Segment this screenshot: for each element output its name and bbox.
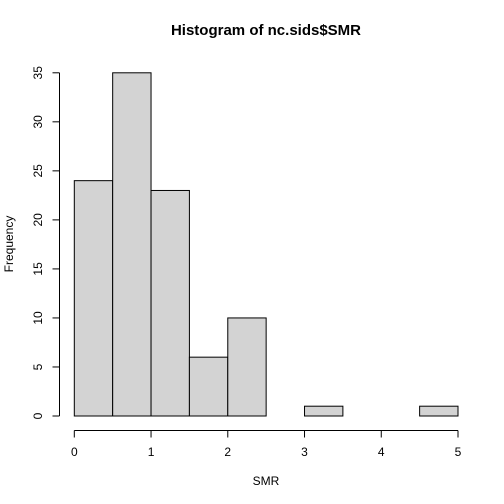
y-tick-label: 35 <box>31 66 45 80</box>
x-axis: 0 1 2 3 4 5 <box>71 430 462 459</box>
histogram-bar <box>73 180 114 417</box>
chart-title: Histogram of nc.sids$SMR <box>171 22 361 39</box>
histogram-bar <box>304 405 344 417</box>
histogram-bar <box>419 405 459 417</box>
y-tick-label: 10 <box>31 311 45 325</box>
histogram-bar <box>112 72 152 417</box>
x-tick-label: 0 <box>71 445 78 459</box>
y-tick-label: 5 <box>31 363 45 370</box>
bars-group <box>73 72 459 417</box>
x-tick-label: 4 <box>378 445 385 459</box>
histogram-bar <box>150 189 190 417</box>
y-tick-label: 20 <box>31 213 45 227</box>
histogram-bar <box>188 356 229 417</box>
x-tick-label: 3 <box>301 445 308 459</box>
y-tick-label: 25 <box>31 164 45 178</box>
x-axis-label: SMR <box>253 474 280 488</box>
y-tick-label: 15 <box>31 262 45 276</box>
x-tick-label: 1 <box>148 445 155 459</box>
y-axis: 0 5 10 15 20 25 30 35 <box>31 66 60 419</box>
y-tick-label: 30 <box>31 115 45 129</box>
y-tick-label: 0 <box>31 412 45 419</box>
x-tick-label: 5 <box>455 445 462 459</box>
histogram-bar <box>227 317 267 417</box>
x-tick-label: 2 <box>224 445 231 459</box>
y-axis-label: Frequency <box>2 216 16 273</box>
